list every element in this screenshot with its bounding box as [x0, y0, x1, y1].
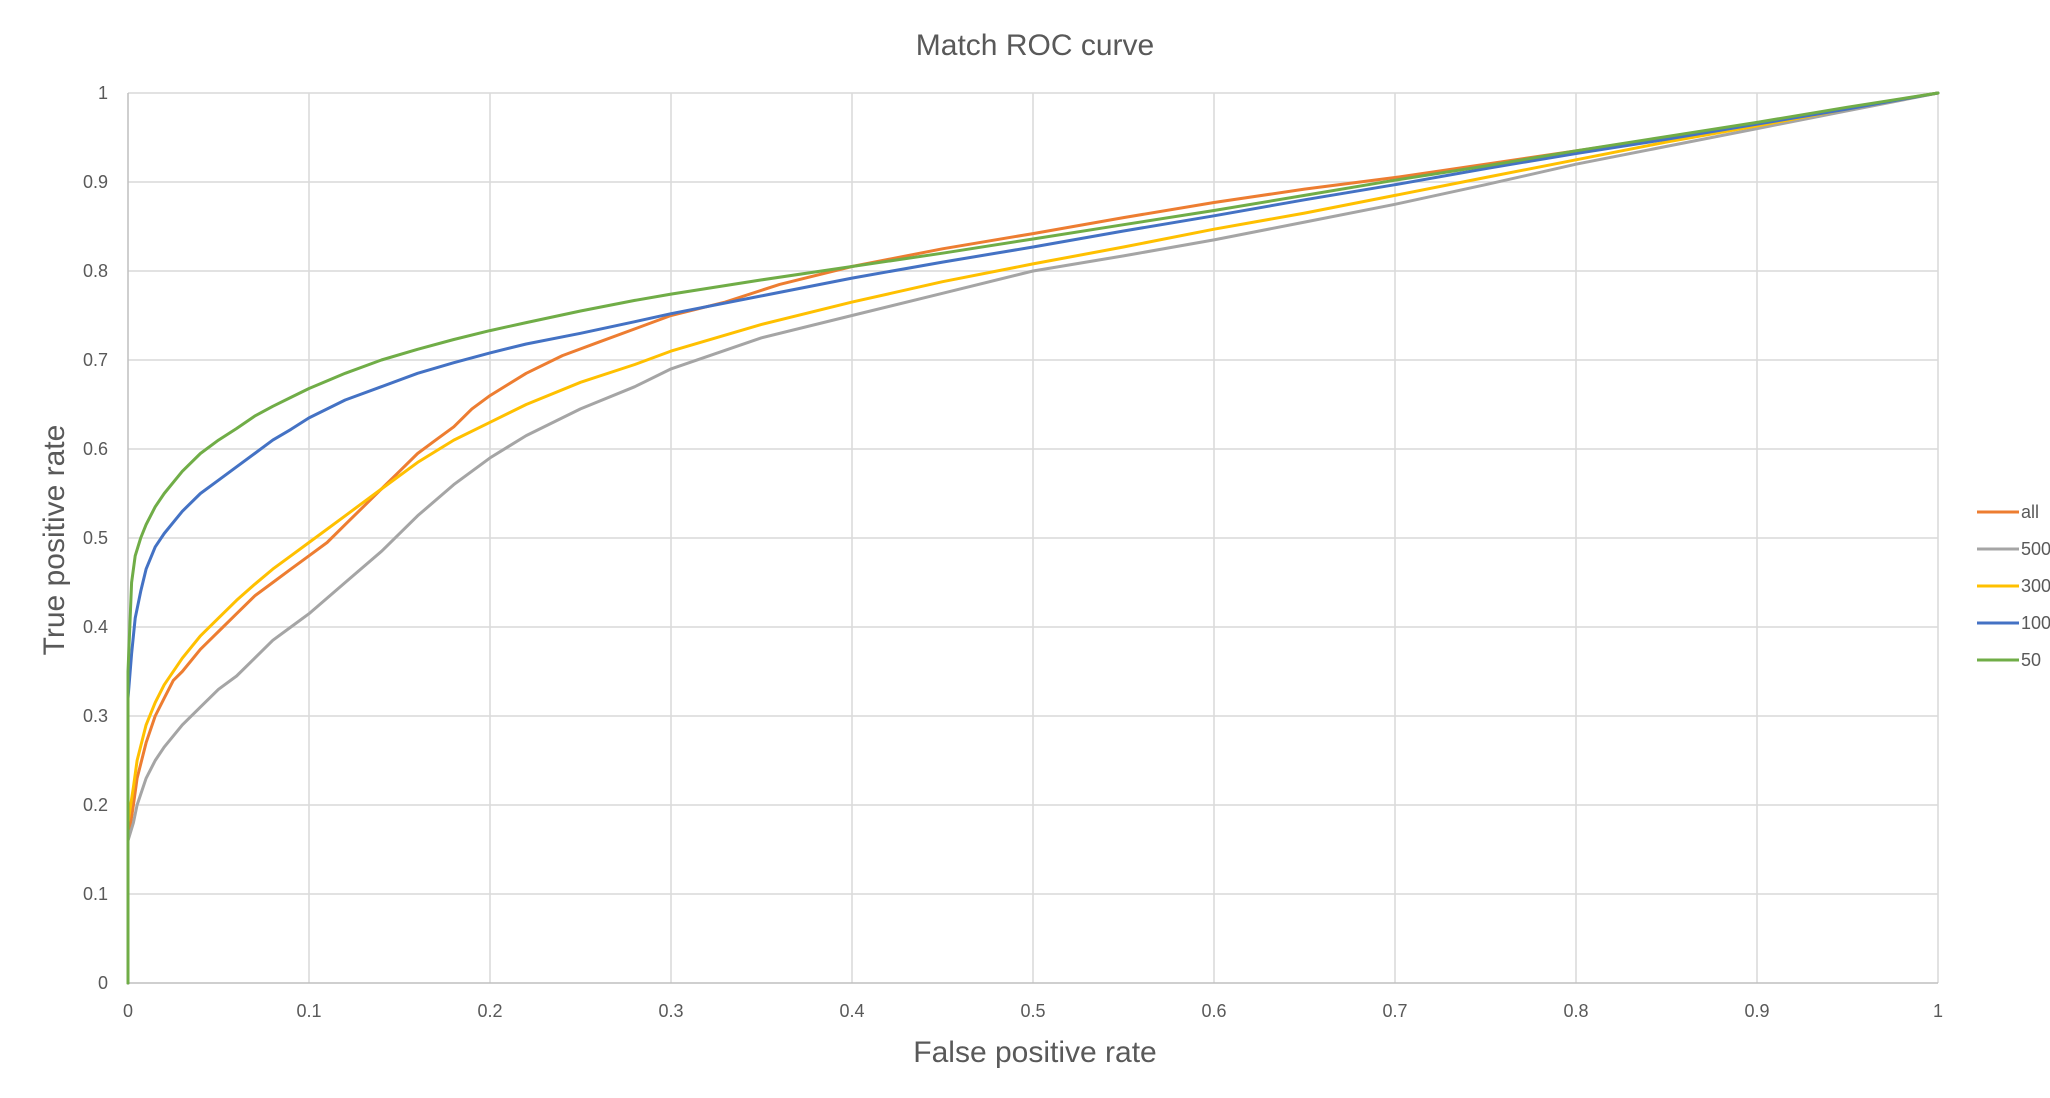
- y-tick-label: 0.1: [83, 884, 108, 904]
- y-axis-title: True positive rate: [38, 425, 71, 656]
- y-tick-label: 0.2: [83, 795, 108, 815]
- chart-title: Match ROC curve: [916, 29, 1154, 62]
- y-tick-label: 0.7: [83, 350, 108, 370]
- plot-series: [126, 91, 1940, 985]
- x-tick-label: 0.6: [1201, 1001, 1226, 1021]
- y-tick-label: 0.6: [83, 439, 108, 459]
- y-axis-ticks: 0 0.1 0.2 0.3 0.4 0.5 0.6 0.7 0.8 0.9 1: [83, 83, 108, 993]
- series-line-all: [126, 91, 1940, 985]
- y-tick-label: 0: [98, 973, 108, 993]
- x-tick-label: 0.9: [1744, 1001, 1769, 1021]
- x-tick-label: 0: [123, 1001, 133, 1021]
- y-tick-label: 0.3: [83, 706, 108, 726]
- x-tick-label: 0.8: [1563, 1001, 1588, 1021]
- legend-item-300: 300: [1977, 576, 2050, 596]
- legend-label: 300: [2021, 576, 2050, 596]
- x-tick-label: 0.5: [1020, 1001, 1045, 1021]
- legend-item-all: all: [1977, 502, 2039, 522]
- gridlines: [128, 92, 1939, 983]
- legend-item-50: 50: [1977, 650, 2041, 670]
- series-line-100: [126, 91, 1940, 985]
- x-axis-title: False positive rate: [913, 1036, 1156, 1069]
- y-tick-label: 0.4: [83, 617, 108, 637]
- series-line-500: [126, 91, 1940, 985]
- legend-label: 500: [2021, 539, 2050, 559]
- legend-label: all: [2021, 502, 2039, 522]
- y-tick-label: 0.8: [83, 261, 108, 281]
- y-tick-label: 0.9: [83, 172, 108, 192]
- legend-label: 100: [2021, 613, 2050, 633]
- x-tick-label: 0.4: [839, 1001, 864, 1021]
- legend-label: 50: [2021, 650, 2041, 670]
- y-tick-label: 0.5: [83, 528, 108, 548]
- y-tick-label: 1: [98, 83, 108, 103]
- legend-item-500: 500: [1977, 539, 2050, 559]
- legend-item-100: 100: [1977, 613, 2050, 633]
- x-axis-ticks: 0 0.1 0.2 0.3 0.4 0.5 0.6 0.7 0.8 0.9 1: [123, 1001, 1943, 1021]
- x-tick-label: 0.1: [296, 1001, 321, 1021]
- series-line-50: [126, 91, 1940, 985]
- series-line-300: [126, 91, 1940, 985]
- x-tick-label: 1: [1933, 1001, 1943, 1021]
- x-tick-label: 0.7: [1382, 1001, 1407, 1021]
- legend: all 500 300 100 50: [1977, 502, 2050, 670]
- x-tick-label: 0.3: [658, 1001, 683, 1021]
- x-tick-label: 0.2: [477, 1001, 502, 1021]
